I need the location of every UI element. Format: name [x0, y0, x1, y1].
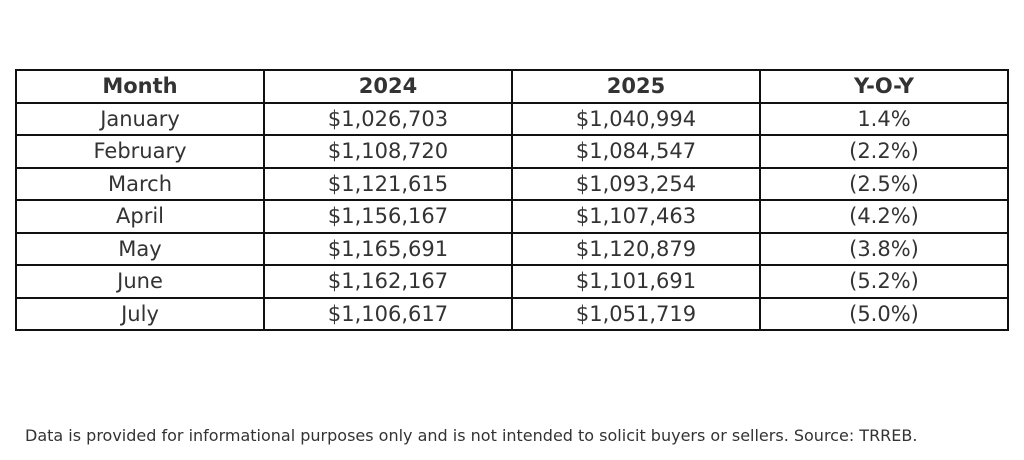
table-row: July $1,106,617 $1,051,719 (5.0%) — [15, 296, 1009, 331]
column-header-month: Month — [15, 69, 265, 104]
value-2025-cell: $1,093,254 — [511, 166, 761, 201]
value-2024-cell: $1,162,167 — [263, 264, 513, 299]
disclaimer-text: Data is provided for informational purpo… — [25, 426, 918, 445]
value-2024-cell: $1,165,691 — [263, 231, 513, 266]
table-row: May $1,165,691 $1,120,879 (3.8%) — [15, 231, 1009, 266]
column-header-2025: 2025 — [511, 69, 761, 104]
value-2024-cell: $1,026,703 — [263, 101, 513, 136]
value-2025-cell: $1,084,547 — [511, 134, 761, 169]
yoy-change-cell: (4.2%) — [759, 199, 1009, 234]
month-cell: March — [15, 166, 265, 201]
month-cell: April — [15, 199, 265, 234]
table-row: January $1,026,703 $1,040,994 1.4% — [15, 101, 1009, 136]
yoy-change-cell: (5.2%) — [759, 264, 1009, 299]
value-2025-cell: $1,040,994 — [511, 101, 761, 136]
table-row: June $1,162,167 $1,101,691 (5.2%) — [15, 264, 1009, 299]
month-cell: June — [15, 264, 265, 299]
value-2024-cell: $1,108,720 — [263, 134, 513, 169]
table-row: February $1,108,720 $1,084,547 (2.2%) — [15, 134, 1009, 169]
month-cell: February — [15, 134, 265, 169]
yoy-change-cell: (2.5%) — [759, 166, 1009, 201]
table-body: January $1,026,703 $1,040,994 1.4% February $… — [15, 101, 1009, 331]
column-header-2024: 2024 — [263, 69, 513, 104]
value-2025-cell: $1,101,691 — [511, 264, 761, 299]
column-header-yoy: Y-O-Y — [759, 69, 1009, 104]
yoy-change-cell: (3.8%) — [759, 231, 1009, 266]
yoy-change-cell: (5.0%) — [759, 296, 1009, 331]
table-row: March $1,121,615 $1,093,254 (2.5%) — [15, 166, 1009, 201]
month-cell: May — [15, 231, 265, 266]
value-2024-cell: $1,156,167 — [263, 199, 513, 234]
yoy-change-cell: (2.2%) — [759, 134, 1009, 169]
value-2025-cell: $1,107,463 — [511, 199, 761, 234]
value-2025-cell: $1,051,719 — [511, 296, 761, 331]
table-row: April $1,156,167 $1,107,463 (4.2%) — [15, 199, 1009, 234]
month-cell: July — [15, 296, 265, 331]
header-row: Month 2024 2025 Y-O-Y — [15, 69, 1009, 104]
value-2025-cell: $1,120,879 — [511, 231, 761, 266]
value-2024-cell: $1,106,617 — [263, 296, 513, 331]
month-cell: January — [15, 101, 265, 136]
yoy-change-cell: 1.4% — [759, 101, 1009, 136]
price-table: Month 2024 2025 Y-O-Y January $1,026,703 $… — [15, 69, 1009, 331]
value-2024-cell: $1,121,615 — [263, 166, 513, 201]
